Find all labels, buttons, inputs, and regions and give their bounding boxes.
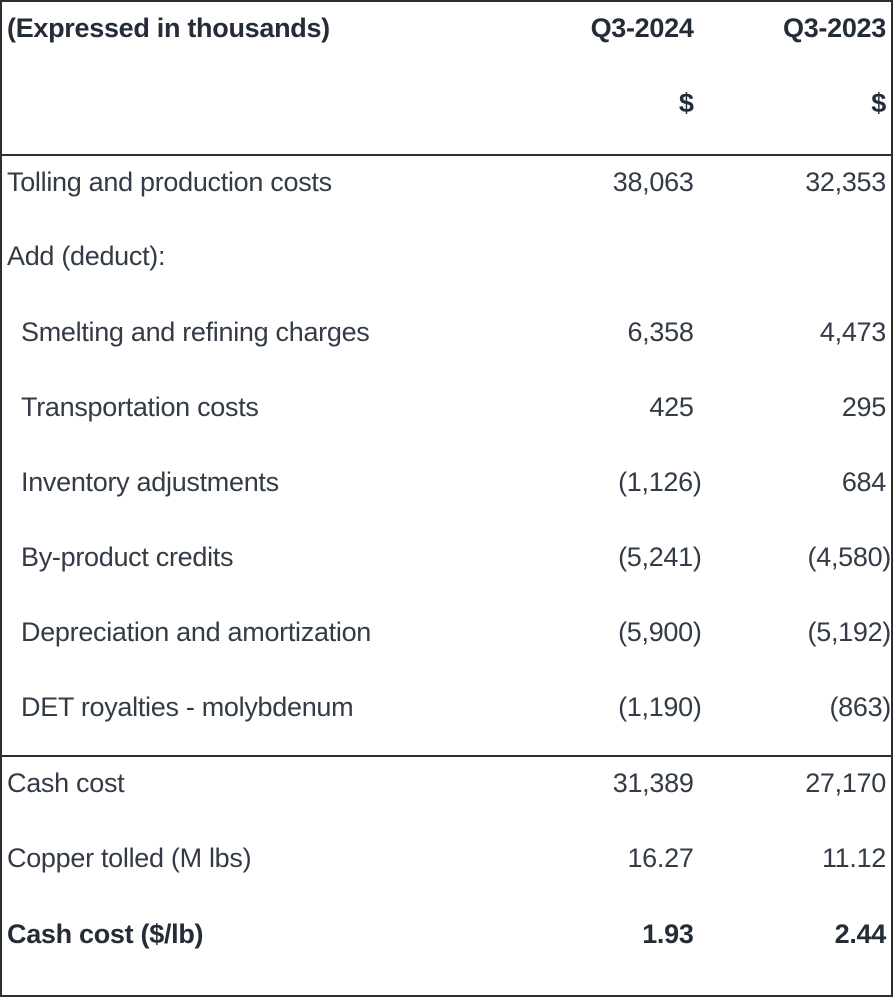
- value-q3-2024: (1,126): [618, 466, 702, 497]
- value-q3-2023: 11.12: [821, 842, 886, 873]
- value-q3-2023: 2.44: [834, 918, 887, 949]
- currency-symbol-col2: $: [703, 73, 892, 157]
- row-label: Copper tolled (M lbs): [7, 842, 252, 873]
- value-q3-2024: 31,389: [612, 768, 694, 799]
- value-q3-2023: 4,473: [819, 316, 886, 347]
- value-q3-2024: (5,241): [618, 542, 702, 572]
- table-row-smelting-and-refining-charges: Smelting and refining charges 6,358 4,47…: [1, 306, 892, 381]
- value-q3-2024: 38,063: [612, 167, 694, 198]
- table-row-tolling-and-production-costs: Tolling and production costs 38,063 32,3…: [1, 155, 892, 230]
- row-label: Cash cost ($/lb): [7, 918, 204, 949]
- value-q3-2023: 27,170: [805, 768, 886, 799]
- row-label: By-product credits: [21, 542, 234, 572]
- table-row-add-deduct: Add (deduct):: [1, 230, 892, 305]
- currency-symbol-col1: $: [467, 73, 704, 157]
- value-q3-2024: 16.27: [627, 842, 694, 873]
- row-label: Transportation costs: [21, 391, 259, 422]
- value-q3-2023: (5,192): [807, 617, 892, 648]
- table-row-inventory-adjustments: Inventory adjustments (1,126) 684: [1, 456, 892, 531]
- table-row-by-product-credits: By-product credits (5,241) (4,580): [1, 531, 892, 606]
- table-row-cash-cost: Cash cost 31,389 27,170: [1, 756, 892, 831]
- row-label: Cash cost: [7, 768, 125, 799]
- table-row-cash-cost-per-lb: Cash cost ($/lb) 1.93 2.44: [1, 908, 892, 996]
- value-q3-2023: 684: [841, 466, 886, 497]
- row-label: Depreciation and amortization: [21, 617, 371, 648]
- value-q3-2023: 32,353: [805, 167, 886, 198]
- row-label: Add (deduct):: [7, 241, 166, 272]
- table-row-transportation-costs: Transportation costs 425 295: [1, 381, 892, 456]
- table-row-depreciation-and-amortization: Depreciation and amortization (5,900) (5…: [1, 606, 892, 681]
- value-q3-2023: (4,580): [807, 542, 892, 572]
- col-header-q3-2023: Q3-2023: [783, 13, 886, 43]
- value-q3-2024: 425: [649, 391, 694, 422]
- row-label: Tolling and production costs: [7, 167, 332, 198]
- value-q3-2023: 295: [841, 391, 886, 422]
- row-label: Inventory adjustments: [21, 466, 279, 497]
- value-q3-2023: (863): [703, 681, 892, 758]
- value-q3-2024: (5,900): [618, 617, 702, 648]
- value-q3-2023: [704, 230, 892, 305]
- expressed-in-thousands-note: (Expressed in thousands): [7, 13, 330, 43]
- table-row-copper-tolled: Copper tolled (M lbs) 16.27 11.12: [1, 832, 892, 908]
- col-header-q3-2024: Q3-2024: [590, 13, 694, 43]
- row-label: Smelting and refining charges: [21, 316, 370, 347]
- table-row-det-royalties-molybdenum: DET royalties - molybdenum (1,190) (863): [1, 681, 892, 758]
- table-header-row: (Expressed in thousands) Q3-2024 Q3-2023: [1, 1, 892, 73]
- value-q3-2024: (1,190): [467, 681, 704, 758]
- currency-unit-row: $ $: [1, 73, 892, 157]
- value-q3-2024: 1.93: [642, 918, 694, 949]
- row-label: DET royalties - molybdenum: [1, 681, 468, 758]
- value-q3-2024: 6,358: [627, 316, 694, 347]
- empty-cell: [1, 73, 468, 157]
- value-q3-2024: [467, 230, 704, 305]
